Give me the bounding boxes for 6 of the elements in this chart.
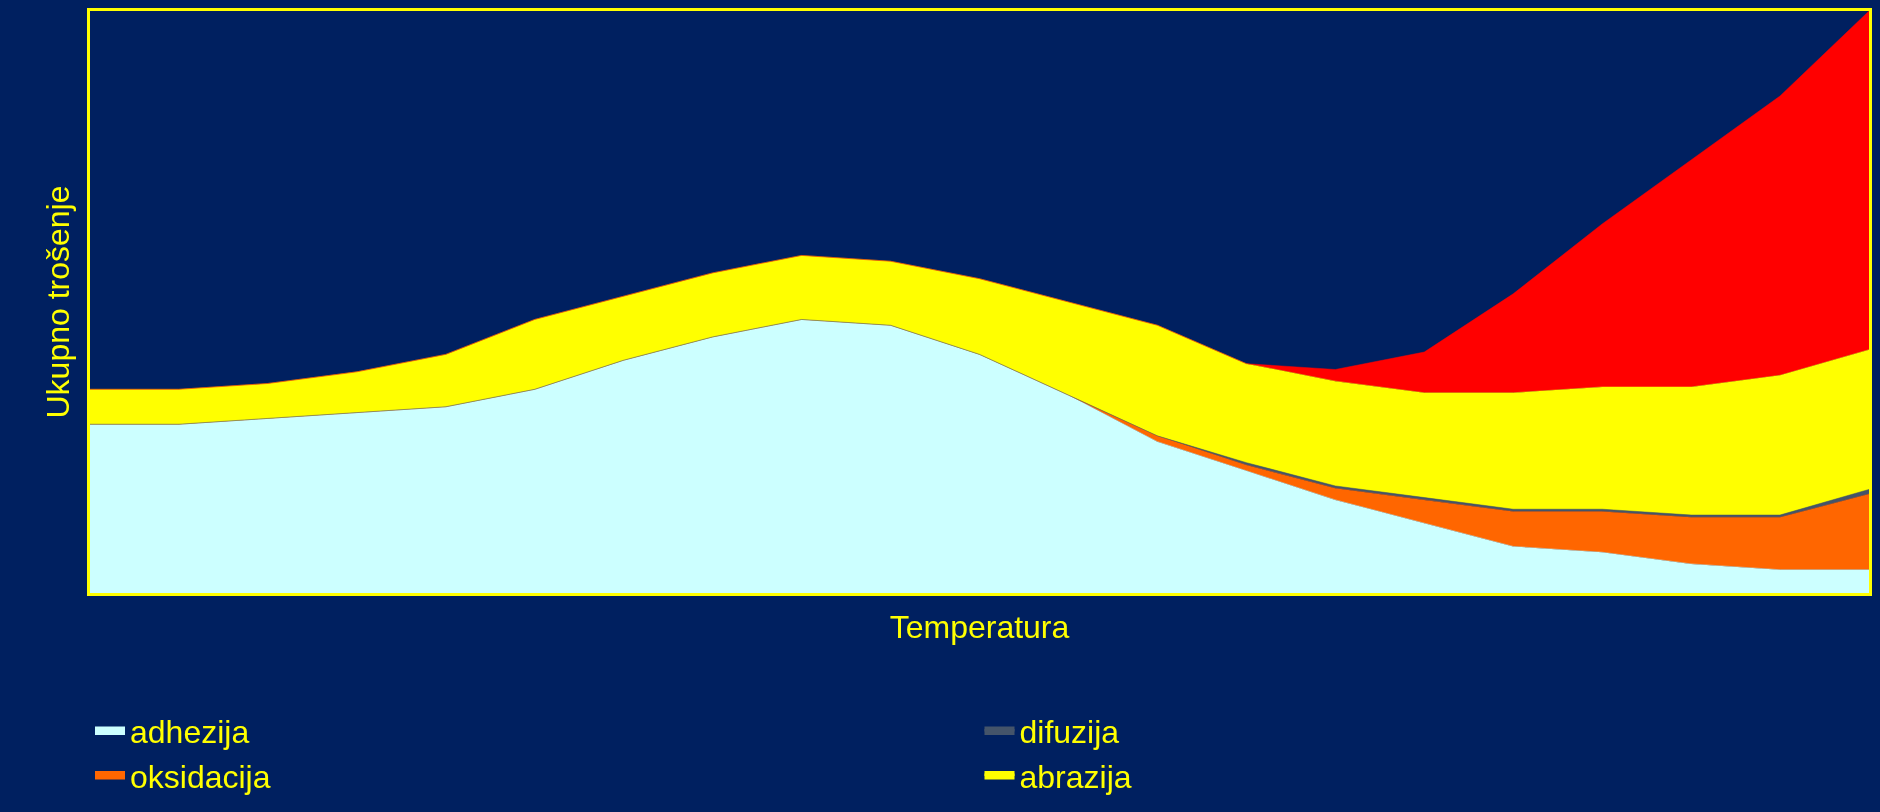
legend-label: abrazija [1019, 758, 1132, 795]
legend-label: adhezija [130, 714, 250, 751]
legend-label: oksidacija [130, 758, 271, 795]
x-axis-title: Temperatura [889, 609, 1070, 646]
legend-label: difuzija [1019, 714, 1120, 751]
y-axis-title: Ukupno trošenje [40, 185, 77, 419]
